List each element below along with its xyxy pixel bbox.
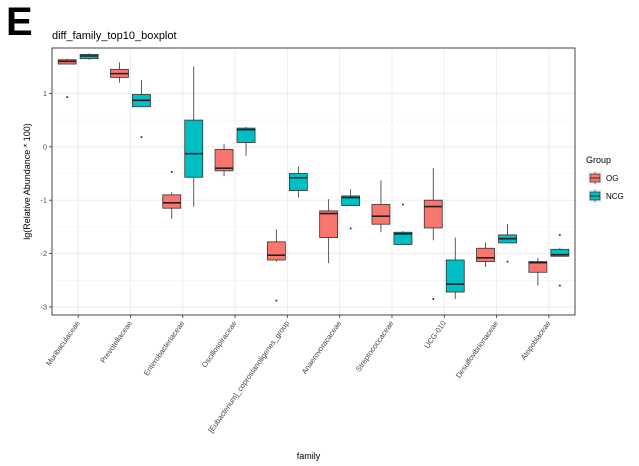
y-tick-label: 0 xyxy=(43,142,47,151)
panel-border xyxy=(51,47,576,316)
box-NCG-9 xyxy=(550,233,570,287)
y-tick-label: -1 xyxy=(40,196,47,205)
box-NCG-4 xyxy=(288,166,308,198)
box-NCG-5 xyxy=(341,189,361,230)
legend-item-OG: OG xyxy=(588,171,618,185)
box-iqr xyxy=(341,195,361,206)
box-NCG-6 xyxy=(393,203,413,245)
x-tick-label: Oscillospiraceae xyxy=(200,319,239,369)
box-iqr xyxy=(393,231,413,245)
outlier-point xyxy=(140,136,143,139)
x-axis-title: family xyxy=(297,451,321,461)
x-axis: Muribaculaceae Prevotellaceae Enterobacter… xyxy=(44,315,552,434)
outlier-point xyxy=(506,260,509,263)
x-tick-label: Enterobacteriaceae xyxy=(142,319,187,377)
legend-label: OG xyxy=(606,174,618,183)
outlier-point xyxy=(401,203,404,206)
box-iqr xyxy=(184,119,204,178)
box-iqr xyxy=(528,261,548,273)
x-tick-label: UCG-010 xyxy=(422,319,448,350)
y-axis-title: lg(Relative Abundance * 100) xyxy=(22,123,32,240)
box-OG-1 xyxy=(110,62,129,83)
box-NCG-3 xyxy=(236,127,256,156)
box-iqr xyxy=(162,194,182,209)
chart-title: diff_family_top10_boxplot xyxy=(52,30,177,42)
x-tick-label: Desulfovibrionaceae xyxy=(454,319,500,380)
outlier-point xyxy=(558,284,561,287)
box-NCG-1 xyxy=(132,80,151,139)
legend-title: Group xyxy=(586,155,611,165)
x-tick-label: Anaerovoracaceae xyxy=(300,319,343,376)
box-OG-7 xyxy=(423,168,443,300)
box-OG-3 xyxy=(214,144,234,177)
legend-label: NCG xyxy=(606,192,624,201)
box-iqr xyxy=(550,248,570,257)
y-tick-label: 1 xyxy=(43,89,47,98)
outlier-point xyxy=(170,170,173,173)
box-iqr xyxy=(288,173,308,191)
box-layer xyxy=(57,53,570,302)
x-tick-label: Streptococcaceae xyxy=(354,319,396,373)
box-NCG-7 xyxy=(445,237,465,299)
y-tick-label: -3 xyxy=(40,302,47,311)
y-tick-label: -2 xyxy=(40,249,47,258)
x-tick-label: Prevotellaceae xyxy=(98,319,134,365)
box-OG-9 xyxy=(528,257,548,286)
panel-letter: E xyxy=(6,0,33,44)
outlier-point xyxy=(349,227,352,230)
box-iqr xyxy=(236,127,256,143)
box-iqr xyxy=(476,247,495,263)
outlier-point xyxy=(66,96,69,99)
legend-item-NCG: NCG xyxy=(588,189,624,203)
box-NCG-2 xyxy=(184,66,204,207)
box-OG-8 xyxy=(476,242,495,267)
box-NCG-0 xyxy=(79,53,99,60)
outlier-point xyxy=(432,297,435,300)
box-OG-0 xyxy=(57,58,77,99)
box-iqr xyxy=(214,149,234,172)
box-OG-4 xyxy=(266,229,286,302)
box-NCG-8 xyxy=(498,224,517,263)
outlier-point xyxy=(275,299,278,302)
x-tick-label: Muribaculaceae xyxy=(44,319,82,368)
box-OG-5 xyxy=(319,199,339,264)
box-OG-6 xyxy=(371,180,391,233)
plot-background xyxy=(52,48,575,315)
grid-lines xyxy=(52,48,575,315)
box-iqr xyxy=(266,241,286,261)
outlier-point xyxy=(558,233,561,236)
box-iqr xyxy=(319,210,339,238)
legend: Group OG NCG xyxy=(586,155,624,203)
x-tick-label: Atopobiaceae xyxy=(519,319,553,362)
y-axis: 1 0 -1 -2 -3 xyxy=(40,89,52,311)
box-OG-2 xyxy=(162,170,182,219)
box-iqr xyxy=(371,204,391,225)
box-iqr xyxy=(423,199,443,229)
box-iqr xyxy=(445,259,465,293)
